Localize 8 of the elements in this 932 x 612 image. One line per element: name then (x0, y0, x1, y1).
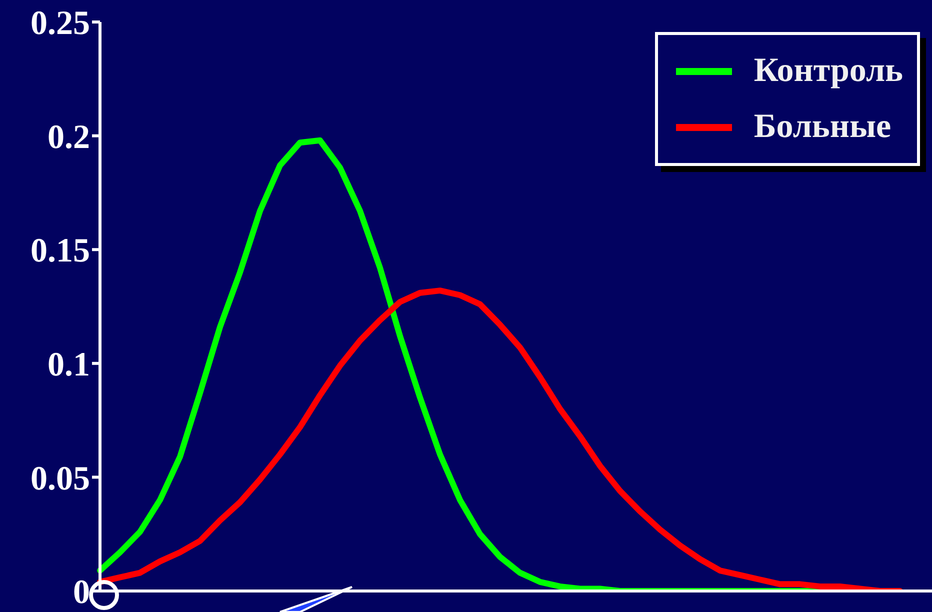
legend-label: Больные (754, 108, 892, 146)
y-tick-label: 0.2 (48, 118, 90, 156)
y-tick-label: 0.05 (30, 460, 90, 498)
y-tick-label: 0 (73, 574, 90, 612)
y-tick-label: 0.25 (30, 5, 90, 42)
y-tick-label: 0.1 (48, 346, 90, 384)
legend-label: Контроль (754, 52, 903, 90)
y-tick-label: 0.15 (30, 232, 90, 270)
